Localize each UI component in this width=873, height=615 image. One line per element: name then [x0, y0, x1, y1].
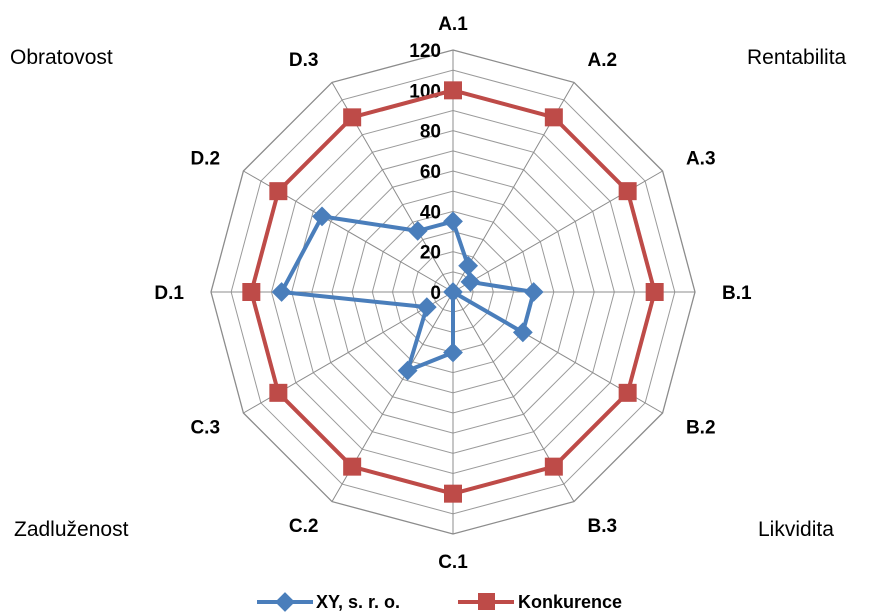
data-point-square: [343, 108, 362, 127]
group-label-likvidita: Likvidita: [758, 518, 834, 541]
data-point-diamond: [271, 282, 292, 302]
data-series: [242, 81, 664, 503]
legend-item-konkurence: Konkurence: [458, 592, 622, 612]
data-point-diamond: [443, 342, 463, 363]
data-point-square: [343, 457, 362, 476]
data-point-square: [269, 383, 288, 402]
data-point-square: [618, 383, 637, 402]
category-label: A.3: [686, 149, 716, 170]
series-xy: [271, 206, 544, 381]
category-label: B.1: [722, 283, 752, 304]
data-point-diamond: [407, 220, 428, 241]
legend-label-xy: XY, s. r. o.: [316, 592, 400, 612]
group-label-rentabilita: Rentabilita: [747, 46, 847, 69]
category-labels: A.1 A.2 A.3 B.1 B.2 B.3 C.1 C.2 C.3 D.1 D.2 D.3: [154, 14, 752, 573]
data-point-diamond: [523, 282, 544, 302]
data-point-square: [544, 457, 563, 476]
tick-label: 0: [430, 283, 441, 304]
category-label: B.3: [588, 516, 618, 537]
data-point-diamond: [443, 282, 463, 302]
tick-label: 60: [420, 162, 441, 183]
category-label: A.2: [588, 50, 618, 71]
category-label: C.1: [438, 552, 468, 573]
data-point-diamond: [512, 322, 533, 343]
data-point-square: [618, 182, 637, 201]
category-label: C.2: [289, 516, 319, 537]
data-point-square: [444, 484, 462, 503]
data-point-square: [269, 182, 288, 201]
tick-label: 20: [420, 243, 441, 264]
data-point-square: [444, 81, 462, 100]
series-konkurence: [242, 81, 664, 503]
tick-label: 120: [409, 41, 441, 62]
data-point-square: [242, 283, 261, 301]
data-point-diamond: [397, 360, 418, 381]
data-point-diamond: [460, 272, 481, 292]
legend-label-konkurence: Konkurence: [518, 592, 622, 612]
data-point-square: [544, 108, 563, 127]
legend-item-xy: XY, s. r. o.: [257, 592, 400, 612]
data-point-square: [645, 283, 664, 301]
category-label: B.2: [686, 418, 716, 439]
group-label-obratovost: Obratovost: [10, 46, 113, 69]
legend-marker-xy: [275, 592, 295, 612]
category-label: D.3: [289, 50, 319, 71]
data-point-diamond: [458, 255, 479, 276]
series-line: [279, 214, 536, 373]
group-label-zadluzenost: Zadluženost: [14, 518, 129, 541]
category-label: A.1: [438, 14, 468, 35]
category-label: D.2: [190, 149, 220, 170]
data-point-diamond: [443, 211, 463, 232]
data-point-diamond: [416, 297, 437, 318]
data-point-diamond: [312, 206, 332, 227]
tick-label: 40: [420, 202, 441, 223]
category-label: D.1: [154, 283, 184, 304]
tick-label: 80: [420, 122, 441, 143]
chart-legend: XY, s. r. o. Konkurence: [257, 592, 622, 612]
legend-marker-konkurence: [478, 593, 495, 610]
category-label: C.3: [190, 418, 220, 439]
